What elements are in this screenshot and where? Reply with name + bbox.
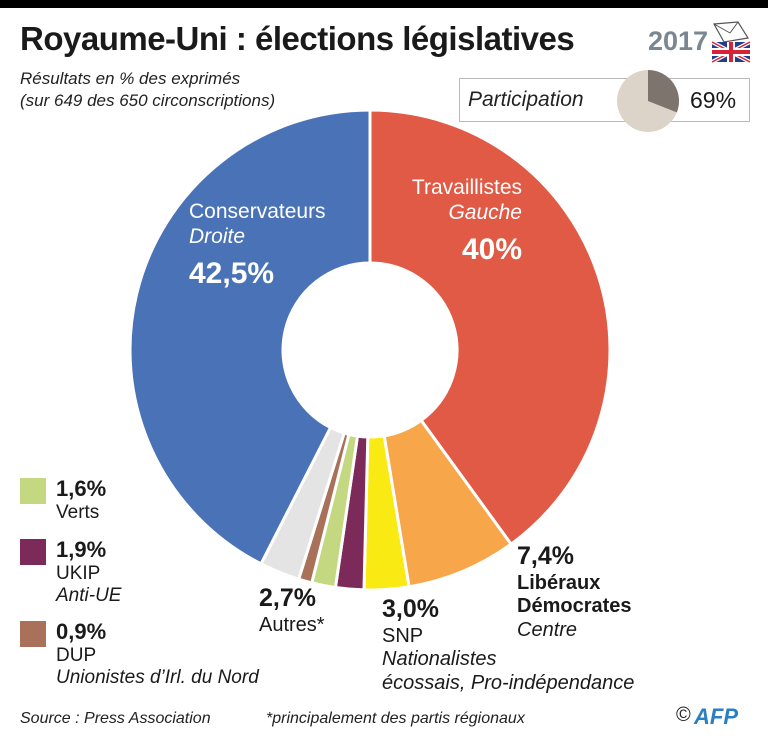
footer-source: Source : Press Association bbox=[20, 710, 211, 727]
snp-sub-2: écossais, Pro-indépendance bbox=[382, 671, 635, 694]
label-autres: 2,7% Autres* bbox=[259, 584, 325, 637]
legend-text-verts: 1,6% Verts bbox=[56, 476, 106, 524]
libdem-name-1: Libéraux bbox=[517, 571, 601, 594]
subtitle: Résultats en % des exprimés (sur 649 des… bbox=[20, 68, 275, 112]
legend-swatch-ukip bbox=[20, 539, 46, 565]
uk-flag-ballot-icon bbox=[711, 21, 751, 64]
legend-ukip-sub: Anti-UE bbox=[56, 585, 122, 607]
page-title: Royaume-Uni : élections législatives bbox=[20, 20, 575, 57]
conservateurs-name: Conservateurs bbox=[189, 200, 326, 223]
legend-text-ukip: 1,9% UKIP Anti-UE bbox=[56, 537, 121, 608]
year-badge: 2017 bbox=[648, 20, 752, 64]
participation-label: Participation bbox=[468, 88, 584, 111]
label-travaillistes: Travaillistes Gauche 40% bbox=[384, 176, 522, 267]
legend-verts-name: Verts bbox=[56, 501, 100, 523]
donut-slice-travaillistes bbox=[368, 108, 612, 547]
travaillistes-name: Travaillistes bbox=[411, 176, 522, 199]
libdem-pct: 7,4% bbox=[517, 542, 574, 570]
label-snp: 3,0% SNP Nationalistes écossais, Pro-ind… bbox=[382, 595, 634, 695]
participation-value: 69% bbox=[690, 87, 737, 113]
footer-note: *principalement des partis régionaux bbox=[266, 710, 525, 727]
legend-ukip-name: UKIP bbox=[56, 562, 101, 584]
donut-slice-conservateurs bbox=[128, 108, 372, 566]
legend-dup-pct: 0,9% bbox=[56, 619, 107, 644]
afp-logo: AFP bbox=[694, 704, 738, 729]
subtitle-line-1: Résultats en % des exprimés bbox=[20, 69, 241, 88]
conservateurs-pct: 42,5% bbox=[189, 256, 275, 290]
snp-name: SNP bbox=[382, 624, 424, 647]
label-libdem: 7,4% Libéraux Démocrates Centre bbox=[517, 542, 632, 642]
conservateurs-sub: Droite bbox=[189, 224, 246, 248]
participation-box: Participation 69% bbox=[459, 70, 750, 132]
top-bar bbox=[0, 0, 768, 8]
autres-pct: 2,7% bbox=[259, 584, 316, 612]
snp-sub-1: Nationalistes bbox=[382, 648, 497, 671]
legend-dup-name: DUP bbox=[56, 644, 97, 666]
libdem-name-2: Démocrates bbox=[517, 595, 632, 618]
travaillistes-sub: Gauche bbox=[448, 200, 522, 224]
legend-swatch-verts bbox=[20, 478, 46, 504]
legend-text-dup: 0,9% DUP Unionistes d’Irl. du Nord bbox=[56, 619, 259, 690]
participation-pie bbox=[617, 70, 679, 132]
participation-pie-wedge bbox=[648, 70, 679, 113]
legend-ukip-pct: 1,9% bbox=[56, 537, 107, 562]
legend-dup-sub: Unionistes d’Irl. du Nord bbox=[56, 667, 259, 689]
libdem-sub: Centre bbox=[517, 618, 578, 641]
legend-verts-pct: 1,6% bbox=[56, 476, 107, 501]
subtitle-line-2: (sur 649 des 650 circonscriptions) bbox=[20, 91, 276, 110]
travaillistes-pct: 40% bbox=[461, 232, 522, 266]
copyright-symbol: © bbox=[676, 704, 691, 726]
snp-pct: 3,0% bbox=[382, 595, 439, 623]
autres-name: Autres* bbox=[259, 613, 325, 636]
label-conservateurs: Conservateurs Droite 42,5% bbox=[189, 200, 326, 291]
year-label: 2017 bbox=[648, 26, 709, 56]
legend-swatch-dup bbox=[20, 621, 46, 647]
